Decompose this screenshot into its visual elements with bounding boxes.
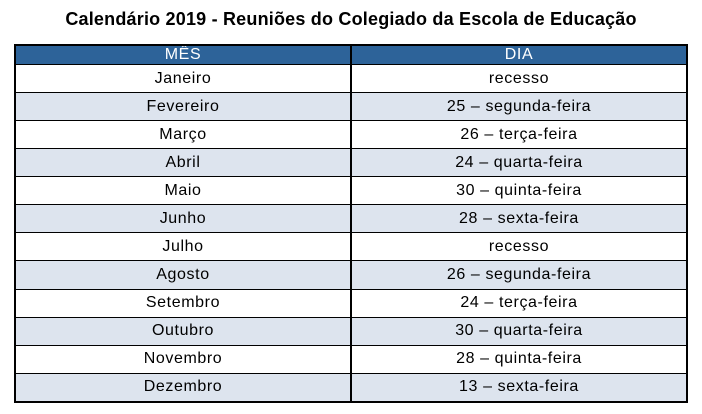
page-title: Calendário 2019 - Reuniões do Colegiado … <box>65 9 637 29</box>
table-row: Setembro 24 – terça-feira <box>14 288 688 318</box>
table-row: Maio 30 – quinta-feira <box>14 176 688 206</box>
day-cell: 30 – quarta-feira <box>350 316 688 346</box>
calendar-table: MÊS DIA Janeiro recesso Fevereiro 25 – s… <box>14 44 688 403</box>
month-cell: Maio <box>14 176 352 206</box>
table-row: Dezembro 13 – sexta-feira <box>14 372 688 403</box>
day-cell: 28 – sexta-feira <box>350 204 688 234</box>
col-header-dia: DIA <box>350 44 688 65</box>
month-cell: Agosto <box>14 260 352 290</box>
table-row: Fevereiro 25 – segunda-feira <box>14 92 688 122</box>
day-cell: 26 – segunda-feira <box>350 260 688 290</box>
month-cell: Fevereiro <box>14 92 352 122</box>
table-row: Agosto 26 – segunda-feira <box>14 260 688 290</box>
table-row: Julho recesso <box>14 232 688 262</box>
month-cell: Dezembro <box>14 372 352 403</box>
table-row: Junho 28 – sexta-feira <box>14 204 688 234</box>
month-cell: Junho <box>14 204 352 234</box>
day-cell: 24 – terça-feira <box>350 288 688 318</box>
day-cell: 26 – terça-feira <box>350 120 688 150</box>
day-cell: 30 – quinta-feira <box>350 176 688 206</box>
day-cell: 25 – segunda-feira <box>350 92 688 122</box>
col-header-mes: MÊS <box>14 44 352 65</box>
month-cell: Abril <box>14 148 352 178</box>
table-row: Janeiro recesso <box>14 63 688 94</box>
month-cell: Setembro <box>14 288 352 318</box>
month-cell: Janeiro <box>14 63 352 94</box>
day-cell: 13 – sexta-feira <box>350 372 688 403</box>
month-cell: Outubro <box>14 316 352 346</box>
table-row: Abril 24 – quarta-feira <box>14 148 688 178</box>
day-cell: 28 – quinta-feira <box>350 344 688 374</box>
day-cell: 24 – quarta-feira <box>350 148 688 178</box>
table-row: Março 26 – terça-feira <box>14 120 688 150</box>
month-cell: Março <box>14 120 352 150</box>
table-row: Outubro 30 – quarta-feira <box>14 316 688 346</box>
day-cell: recesso <box>350 232 688 262</box>
month-cell: Julho <box>14 232 352 262</box>
header-row: MÊS DIA <box>14 44 688 65</box>
day-cell: recesso <box>350 63 688 94</box>
month-cell: Novembro <box>14 344 352 374</box>
table-row: Novembro 28 – quinta-feira <box>14 344 688 374</box>
